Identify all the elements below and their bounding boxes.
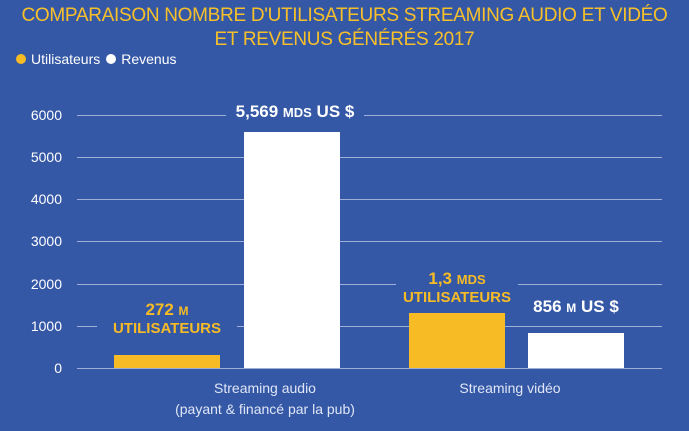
x-label-audio-line2: (payant & financé par la pub) xyxy=(175,401,355,417)
y-tick-2000: 2000 xyxy=(30,276,62,292)
audio-revenue-value: 5,569 xyxy=(235,102,279,121)
legend-users-dot-icon xyxy=(16,54,26,64)
gridline-1000 xyxy=(77,326,662,327)
bar-audio-revenue xyxy=(244,132,340,368)
video-users-unit: Mds xyxy=(456,272,486,287)
video-users-word: UTILISATEURS xyxy=(402,289,512,306)
gridline-6000 xyxy=(77,115,662,116)
y-tick-6000: 6000 xyxy=(30,107,62,123)
x-label-audio-line1: Streaming audio xyxy=(214,380,316,396)
video-revenue-unit: M xyxy=(566,301,577,315)
bar-audio-users xyxy=(114,355,220,368)
legend-revenue-label: Revenus xyxy=(121,51,177,67)
legend-item-revenue: Revenus xyxy=(106,51,177,67)
label-audio-revenue: 5,569 Mds US $ xyxy=(226,103,364,122)
x-label-video: Streaming vidéo xyxy=(430,378,590,399)
label-video-users: 1,3 Mds UTILISATEURS xyxy=(396,270,518,307)
chart-title: COMPARAISON NOMBRE D'UTILISATEURS STREAM… xyxy=(0,4,689,52)
y-tick-1000: 1000 xyxy=(30,318,62,334)
label-video-revenue: 856 M US $ xyxy=(520,298,632,317)
video-revenue-value: 856 xyxy=(533,297,562,316)
label-audio-users: 272 M UTILISATEURS xyxy=(97,301,237,338)
audio-users-unit: M xyxy=(178,304,189,318)
gridline-5000 xyxy=(77,157,662,158)
y-tick-5000: 5000 xyxy=(30,149,62,165)
legend-revenue-dot-icon xyxy=(106,54,117,64)
bar-video-revenue xyxy=(528,333,624,368)
chart-title-line1: COMPARAISON NOMBRE D'UTILISATEURS STREAM… xyxy=(21,5,668,26)
y-tick-0: 0 xyxy=(54,360,62,376)
chart-title-line2: ET REVENUS GÉNÉRÉS 2017 xyxy=(214,29,475,50)
y-tick-3000: 3000 xyxy=(30,233,62,249)
audio-users-value: 272 xyxy=(145,300,174,319)
y-tick-4000: 4000 xyxy=(30,191,62,207)
bar-video-users xyxy=(409,313,505,368)
legend-users-label: Utilisateurs xyxy=(31,51,101,67)
video-revenue-currency: US $ xyxy=(581,297,619,316)
gridline-4000 xyxy=(77,199,662,200)
gridline-2000 xyxy=(77,284,662,285)
audio-revenue-unit: Mds xyxy=(282,105,312,120)
x-label-video-line1: Streaming vidéo xyxy=(459,380,561,396)
gridline-3000 xyxy=(77,241,662,242)
x-label-audio: Streaming audio (payant & financé par la… xyxy=(150,378,380,420)
audio-revenue-currency: US $ xyxy=(316,102,355,121)
gridline-0 xyxy=(77,368,662,369)
audio-users-word: UTILISATEURS xyxy=(112,320,222,337)
video-users-value: 1,3 xyxy=(428,269,452,288)
legend: Utilisateurs Revenus xyxy=(16,51,183,67)
legend-item-users: Utilisateurs xyxy=(16,51,100,67)
